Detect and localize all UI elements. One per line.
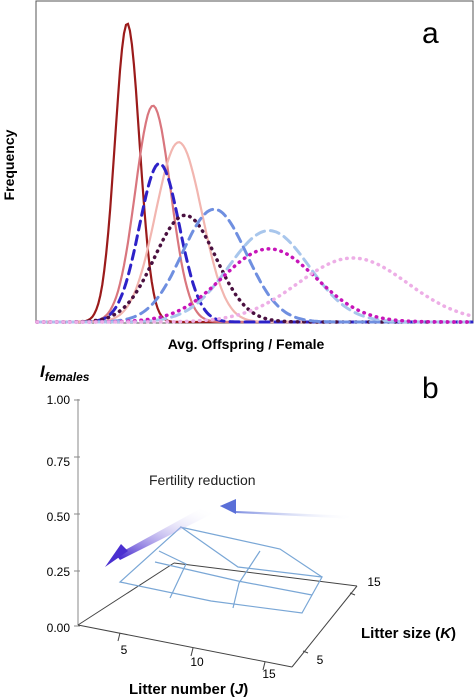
floor-box: [77, 562, 358, 668]
series-line-7: [35, 229, 474, 324]
y-axis-title: Litter size (K): [361, 625, 456, 642]
arrow-right-head: [220, 499, 236, 514]
series-line-4: [35, 161, 474, 324]
panel-b-chart: Ifemales b 1.00 0.75 0.50 0.25 0.00: [40, 362, 456, 698]
series-line-1: [35, 22, 474, 324]
plot-frame: [35, 0, 474, 324]
arrow-right: [220, 501, 356, 519]
series-line-5: [35, 213, 474, 324]
z-tick-label: 0.75: [47, 455, 71, 469]
z-axis-title: Ifemales: [40, 362, 90, 384]
x-axis-title: Litter number (J): [129, 681, 248, 698]
y-axis-label: Frequency: [1, 129, 17, 200]
curve-group: [35, 22, 474, 324]
series-line-9: [35, 256, 474, 324]
series-line-3: [35, 141, 474, 324]
x-axis-label: Avg. Offspring / Female: [168, 336, 325, 352]
z-axis-ticks: [74, 399, 80, 627]
z-tick-label: 1.00: [47, 393, 71, 407]
z-tick-label: 0.25: [47, 565, 71, 579]
x-axis-ticks: [117, 632, 266, 671]
y-axis-ticks: [302, 592, 356, 654]
x-tick-label: 5: [121, 643, 128, 657]
z-tick-label: 0.50: [47, 510, 71, 524]
z-tick-label: 0.00: [47, 621, 71, 635]
series-line-6: [35, 207, 474, 324]
x-tick-label: 15: [262, 667, 276, 681]
arrow-left: [116, 506, 212, 560]
x-tick-label: 10: [190, 655, 204, 669]
annotation-text: Fertility reduction: [149, 472, 256, 488]
panel-label-b: b: [422, 372, 439, 405]
panel-label-a: a: [422, 17, 439, 50]
arrow-left-head: [105, 544, 128, 567]
panel-a-chart: a Avg. Offspring / Female Frequency: [1, 0, 474, 352]
y-tick-label: 15: [367, 575, 381, 589]
y-tick-label: 5: [317, 653, 324, 667]
